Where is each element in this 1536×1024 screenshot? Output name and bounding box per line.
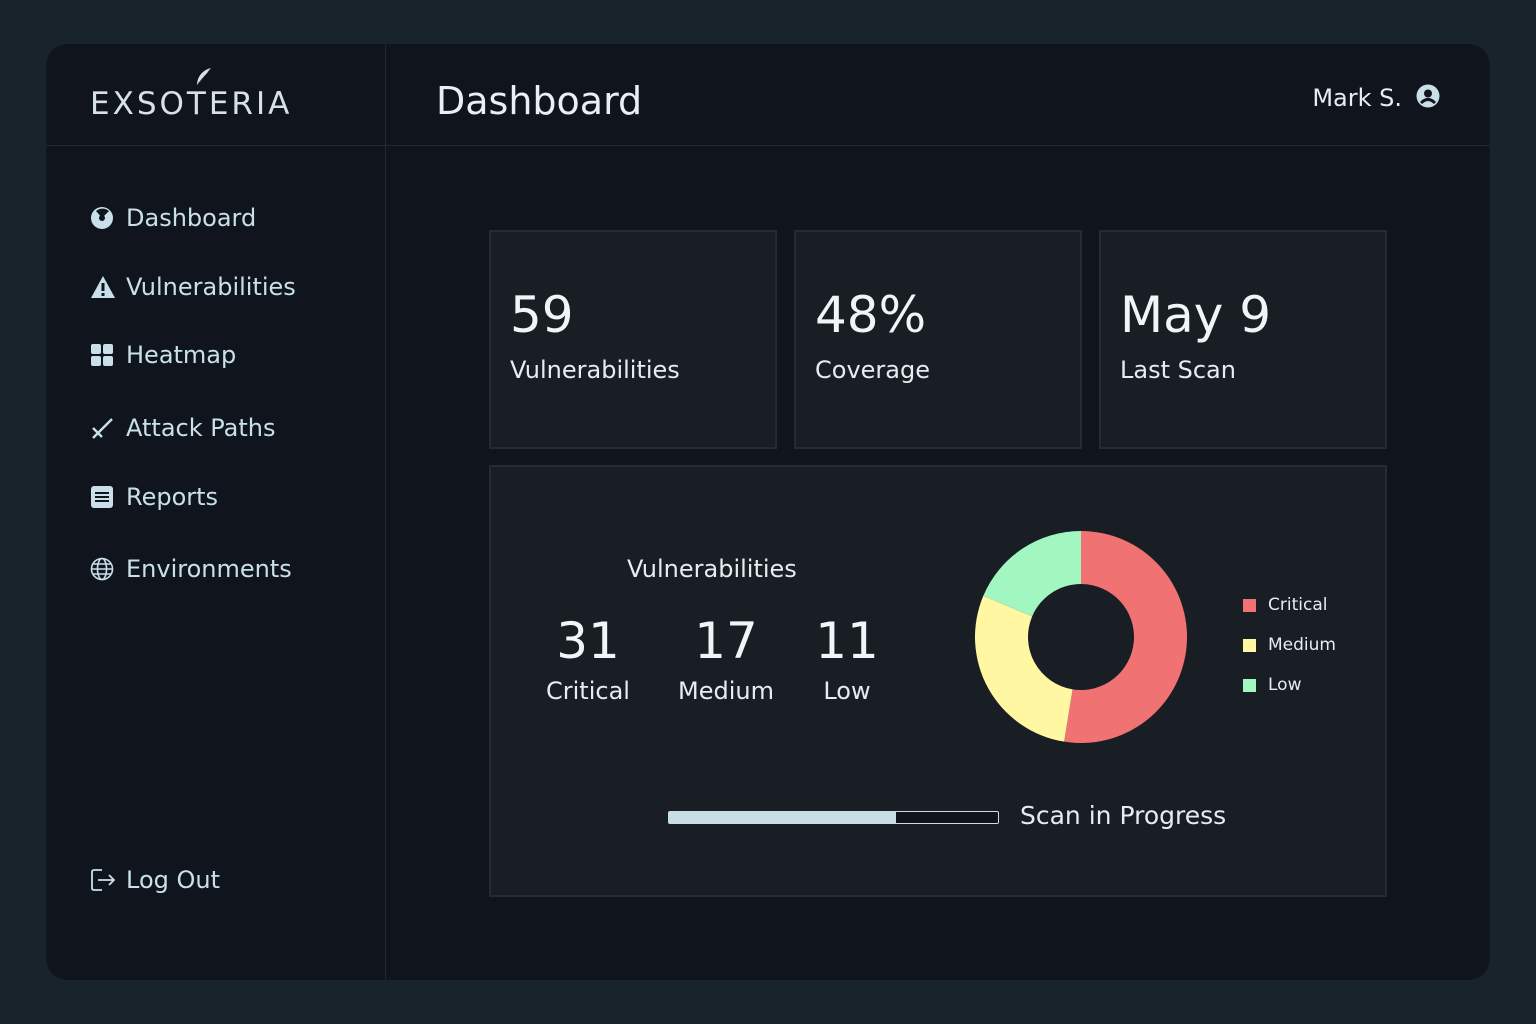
grid-icon xyxy=(90,342,116,368)
app-window: EXSOTERIA Dashboard Vulnerabilities Heat… xyxy=(46,44,1490,980)
stat-label: Last Scan xyxy=(1120,356,1236,384)
donut-slice-medium xyxy=(975,595,1073,742)
count-value: 17 xyxy=(694,612,758,670)
legend-item-low: Low xyxy=(1243,665,1336,705)
logout-label: Log Out xyxy=(126,866,221,894)
user-menu[interactable]: Mark S. xyxy=(1312,84,1440,112)
count-label: Low xyxy=(823,677,871,705)
attack-path-icon xyxy=(90,415,116,441)
stat-label: Coverage xyxy=(815,356,930,384)
leaf-logo-icon xyxy=(196,68,211,87)
legend-swatch xyxy=(1243,678,1256,692)
dashboard-icon xyxy=(90,205,116,231)
stat-value: 59 xyxy=(510,286,574,344)
stat-value: 48% xyxy=(815,286,927,344)
panel-title: Vulnerabilities xyxy=(627,555,797,583)
sidebar-item-label: Vulnerabilities xyxy=(126,273,296,301)
sidebar-item-label: Dashboard xyxy=(126,204,257,232)
sidebar-item-dashboard[interactable]: Dashboard xyxy=(90,200,256,236)
count-value: 11 xyxy=(815,612,879,670)
sidebar-item-heatmap[interactable]: Heatmap xyxy=(90,337,236,373)
brand: EXSOTERIA xyxy=(46,44,385,146)
sidebar-item-attack-paths[interactable]: Attack Paths xyxy=(90,410,275,446)
count-medium: 17 Medium xyxy=(671,613,781,705)
logout-button[interactable]: Log Out xyxy=(90,862,220,898)
chart-legend: Critical Medium Low xyxy=(1243,585,1336,705)
sidebar-item-label: Attack Paths xyxy=(126,414,276,442)
globe-icon xyxy=(90,556,116,582)
sidebar-item-label: Environments xyxy=(126,555,292,583)
legend-swatch xyxy=(1243,598,1256,612)
count-label: Medium xyxy=(678,677,774,705)
count-value: 31 xyxy=(556,612,620,670)
sidebar: EXSOTERIA Dashboard Vulnerabilities Heat… xyxy=(46,44,386,980)
count-critical: 31 Critical xyxy=(543,613,633,705)
donut-slice-critical xyxy=(1064,531,1187,743)
stat-label: Vulnerabilities xyxy=(510,356,680,384)
user-avatar-icon xyxy=(1416,84,1440,112)
stat-value: May 9 xyxy=(1120,286,1272,344)
count-label: Critical xyxy=(546,677,630,705)
legend-label: Critical xyxy=(1268,595,1328,615)
donut-slice-low xyxy=(983,531,1081,617)
legend-item-medium: Medium xyxy=(1243,625,1336,665)
scan-progress-bar xyxy=(668,811,999,824)
sidebar-item-label: Heatmap xyxy=(126,341,237,369)
stat-card-coverage: 48% Coverage xyxy=(794,230,1082,449)
vulnerability-donut-chart xyxy=(975,531,1187,743)
legend-label: Medium xyxy=(1268,635,1336,655)
stat-card-vulnerabilities: 59 Vulnerabilities xyxy=(489,230,777,449)
user-name: Mark S. xyxy=(1312,84,1402,112)
legend-label: Low xyxy=(1268,675,1302,695)
header: Dashboard Mark S. xyxy=(386,44,1490,146)
vulnerabilities-panel: Vulnerabilities 31 Critical 17 Medium 11… xyxy=(489,465,1387,897)
count-low: 11 Low xyxy=(809,613,885,705)
scan-progress-fill xyxy=(669,812,896,823)
sidebar-item-environments[interactable]: Environments xyxy=(90,551,292,587)
scan-progress-label: Scan in Progress xyxy=(1020,801,1227,830)
sidebar-item-label: Reports xyxy=(126,483,219,511)
warning-icon xyxy=(90,274,116,300)
document-icon xyxy=(90,484,116,510)
sidebar-item-vulnerabilities[interactable]: Vulnerabilities xyxy=(90,269,296,305)
stat-card-last-scan: May 9 Last Scan xyxy=(1099,230,1387,449)
legend-item-critical: Critical xyxy=(1243,585,1336,625)
logo[interactable]: EXSOTERIA xyxy=(90,86,293,122)
legend-swatch xyxy=(1243,638,1256,652)
logout-icon xyxy=(90,867,116,893)
page-title: Dashboard xyxy=(436,79,643,123)
sidebar-item-reports[interactable]: Reports xyxy=(90,479,218,515)
